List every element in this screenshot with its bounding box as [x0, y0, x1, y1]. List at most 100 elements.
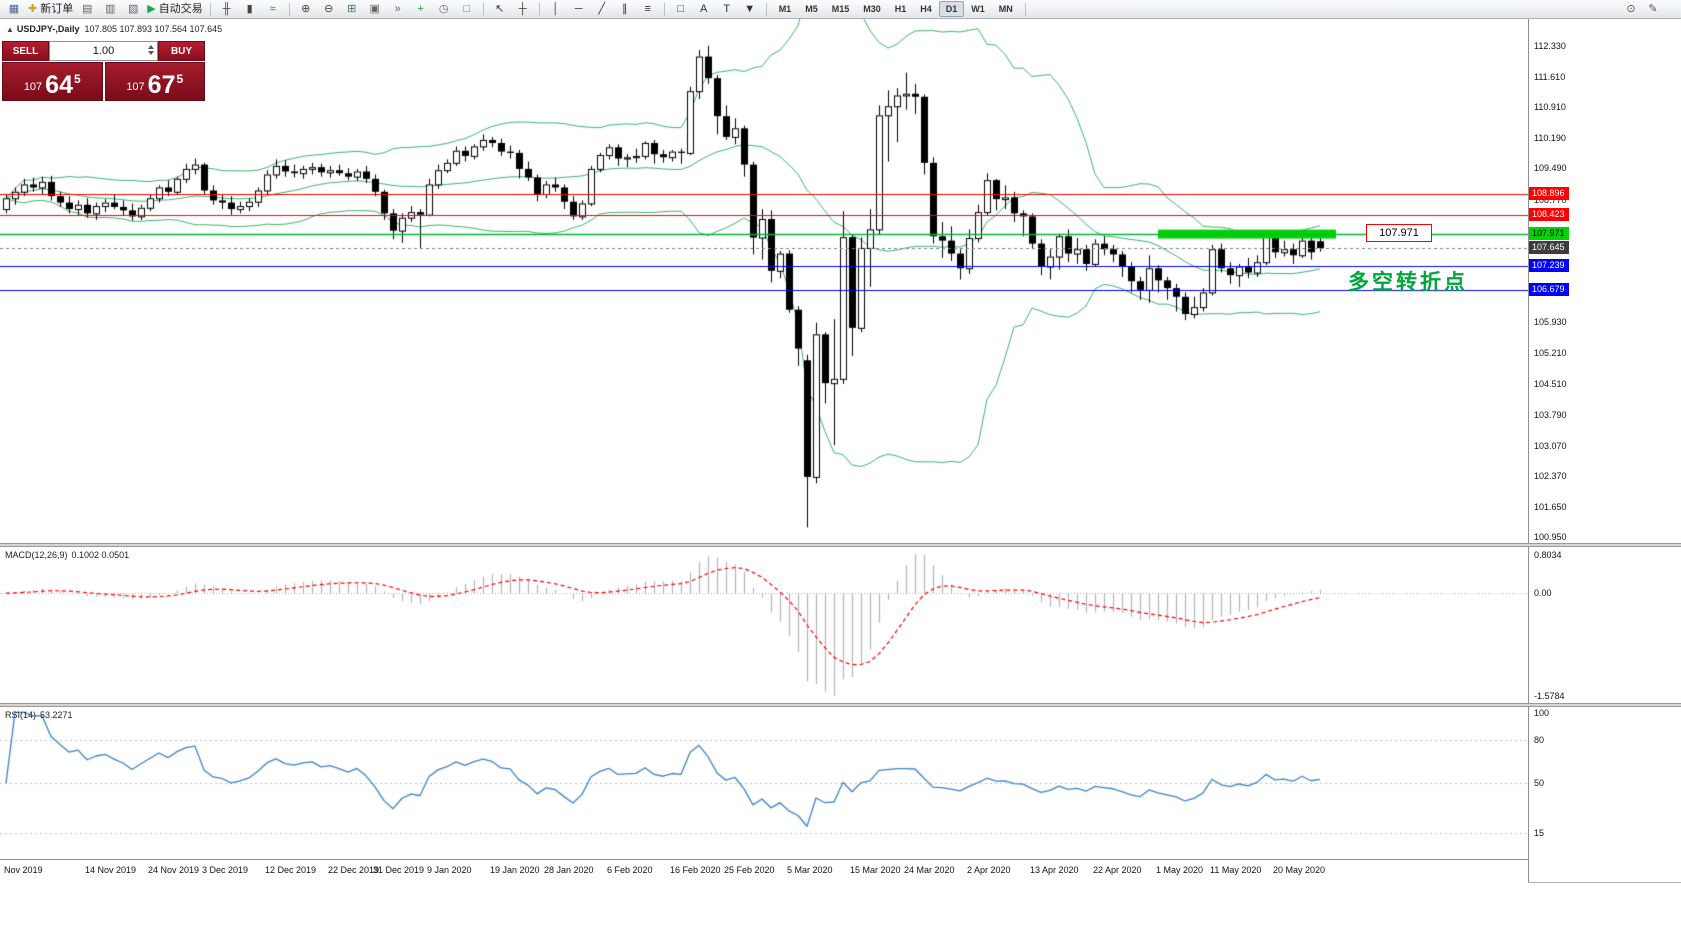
charts-icon[interactable]: ▤ — [76, 1, 98, 17]
price-tick: 104.510 — [1534, 379, 1567, 389]
one-click-trading-panel: SELL 1.00 BUY 107 64 5 107 67 5 — [2, 41, 205, 101]
timeframe-W1[interactable]: W1 — [971, 4, 985, 14]
hline-icon: ─ — [574, 3, 583, 15]
buy-price-big: 67 — [147, 71, 176, 99]
price-tick: 101.650 — [1534, 502, 1567, 512]
panel-separator[interactable] — [0, 543, 1681, 547]
terminal-icon[interactable]: ▧ — [122, 1, 144, 17]
hline-price-badge: 108.896 — [1529, 187, 1569, 200]
period-icon: ◷ — [438, 3, 449, 15]
toolbar-separator — [209, 2, 211, 16]
timeframe-M30[interactable]: M30 — [863, 4, 881, 14]
period-icon[interactable]: ◷ — [433, 1, 455, 17]
cursor-icon[interactable]: ↖ — [489, 1, 511, 17]
timeframe-M15[interactable]: M15 — [831, 4, 850, 14]
price-tick: 102.370 — [1534, 471, 1567, 481]
hline-price-badge: 107.971 — [1529, 227, 1569, 240]
arrows-icon: ▼ — [744, 3, 756, 15]
template-icon[interactable]: □ — [456, 1, 478, 17]
volume-field[interactable]: 1.00 — [49, 41, 158, 61]
volume-up-icon[interactable] — [148, 45, 154, 49]
vline-icon[interactable]: │ — [545, 1, 567, 17]
label-icon[interactable]: T — [716, 1, 738, 17]
bar-chart-icon[interactable]: ╫ — [216, 1, 238, 17]
timeframe-D1[interactable]: D1 — [938, 1, 965, 17]
edit-icon[interactable]: ✎ — [1642, 1, 1664, 17]
rsi-canvas[interactable] — [0, 707, 1528, 859]
rsi-scale-label: 80 — [1534, 735, 1545, 745]
arrows-icon[interactable]: ▼ — [739, 1, 761, 17]
chart-info-line: ▲ USDJPY-,Daily 107.805 107.893 107.564 10… — [6, 24, 222, 34]
candlestick-chart-icon[interactable]: ▮ — [239, 1, 261, 17]
crosshair-icon[interactable]: ┼ — [512, 1, 534, 17]
crosshair-icon: ┼ — [518, 3, 527, 15]
toolbar-right-group: ⊙ ✎ — [1620, 1, 1664, 17]
hline-price-badge: 106.679 — [1529, 283, 1569, 296]
timeframe-H1[interactable]: H1 — [894, 4, 907, 14]
price-tick: 108.770 — [1534, 195, 1567, 205]
volume-stepper[interactable] — [148, 45, 154, 55]
main-chart-canvas[interactable] — [0, 19, 1528, 543]
line-chart-icon: ≈ — [269, 3, 276, 15]
tile-windows-icon[interactable]: ⊞ — [341, 1, 363, 17]
macd-label: MACD(12,26,9) 0.1002 0.0501 — [5, 550, 129, 560]
time-axis[interactable]: Nov 2019 14 Nov 2019 24 Nov 2019 3 Dec 2019… — [0, 859, 1528, 883]
price-tick: 105.930 — [1534, 317, 1567, 327]
fibonacci-icon: ≡ — [644, 3, 651, 15]
label-icon: T — [723, 3, 731, 15]
rsi-scale-label: 100 — [1534, 708, 1550, 718]
new-chart-icon: ▦ — [8, 3, 20, 15]
search-chart-icon[interactable]: ⊙ — [1620, 1, 1642, 17]
text-icon[interactable]: A — [693, 1, 715, 17]
line-chart-icon[interactable]: ≈ — [262, 1, 284, 17]
date-label: 28 Jan 2020 — [544, 865, 594, 875]
sell-price-big: 64 — [45, 71, 73, 99]
price-callout-box[interactable]: 107.971 — [1366, 224, 1432, 242]
shapes-icon[interactable]: □ — [670, 1, 692, 17]
buy-price-button[interactable]: 107 67 5 — [104, 62, 205, 101]
scroll-end-icon[interactable]: » — [387, 1, 409, 17]
add-indicator-icon: + — [417, 3, 424, 15]
add-indicator-icon[interactable]: + — [410, 1, 432, 17]
date-label: 14 Nov 2019 — [85, 865, 137, 875]
new-order-button[interactable]: ✚ 新订单 — [26, 1, 75, 17]
profiles-icon[interactable]: ▥ — [99, 1, 121, 17]
fibonacci-icon[interactable]: ≡ — [637, 1, 659, 17]
rsi-label: RSI(14) 53.2271 — [5, 710, 73, 720]
autotrade-button: ▶ — [147, 3, 156, 15]
channel-icon[interactable]: ∥ — [614, 1, 636, 17]
date-label: 5 Mar 2020 — [787, 865, 833, 875]
macd-canvas[interactable] — [0, 547, 1528, 703]
date-label: 11 May 2020 — [1210, 865, 1262, 875]
sell-price-button[interactable]: 107 64 5 — [2, 62, 103, 101]
price-scale[interactable]: 112.330 111.610 110.910 110.190 109.490 108.7… — [1528, 19, 1681, 882]
timeframe-M1[interactable]: M1 — [778, 4, 792, 14]
price-tick: 110.910 — [1534, 102, 1566, 112]
timeframe-H4[interactable]: H4 — [920, 4, 932, 14]
sell-price-sup: 5 — [73, 72, 81, 86]
zoom-out-icon[interactable]: ⊖ — [318, 1, 340, 17]
sell-button[interactable]: SELL — [2, 41, 49, 61]
trendline-icon[interactable]: ╱ — [591, 1, 613, 17]
date-label: 9 Jan 2020 — [427, 865, 472, 875]
symbol-period-label: USDJPY-,Daily — [16, 24, 80, 34]
hline-icon[interactable]: ─ — [568, 1, 590, 17]
macd-scale-label: 0.8034 — [1534, 550, 1562, 560]
shapes-icon: □ — [677, 3, 685, 15]
zoom-in-icon[interactable]: ⊕ — [295, 1, 317, 17]
new-chart-icon[interactable]: ▦ — [3, 1, 25, 17]
panel-separator[interactable] — [0, 703, 1681, 707]
date-label: 15 Mar 2020 — [850, 865, 901, 875]
annotation-text[interactable]: 多空转折点 — [1348, 271, 1468, 294]
volume-down-icon[interactable] — [148, 51, 154, 55]
autotrade-button[interactable]: ▶ 自动交易 — [145, 1, 204, 17]
timeframe-M5[interactable]: M5 — [805, 4, 818, 14]
date-label: 24 Mar 2020 — [904, 865, 955, 875]
zoom-out-icon: ⊖ — [324, 3, 334, 15]
buy-price-prefix: 107 — [126, 81, 145, 93]
timeframe-MN[interactable]: MN — [998, 4, 1013, 14]
buy-button[interactable]: BUY — [158, 41, 205, 61]
new-order-button-label: 新订单 — [40, 3, 74, 15]
arrange-icon[interactable]: ▣ — [364, 1, 386, 17]
edit-icon: ✎ — [1648, 3, 1658, 15]
